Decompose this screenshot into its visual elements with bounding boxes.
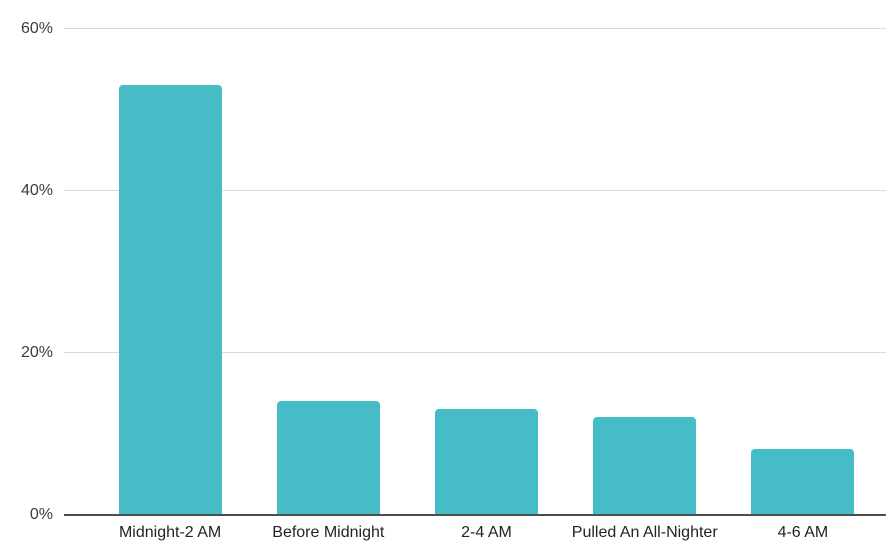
bar-slot	[566, 28, 724, 514]
x-axis-labels: Midnight-2 AM Before Midnight 2-4 AM Pulled…	[91, 523, 882, 543]
gridline-60%	[64, 28, 886, 29]
x-category-label: 2-4 AM	[461, 524, 512, 541]
gridline-40%	[64, 190, 886, 191]
bar-Midnight-2 AM	[118, 84, 222, 514]
x-category-label: Pulled An All-Nighter	[571, 524, 718, 541]
bar-slot	[91, 28, 249, 514]
bar-Before Midnight	[276, 400, 380, 514]
bar-Pulled An All-Nighter	[593, 416, 697, 514]
bar-slot	[407, 28, 565, 514]
bar-slot	[724, 28, 882, 514]
y-tick-label: 40%	[20, 182, 53, 199]
x-category-label: 4-6 AM	[777, 524, 829, 541]
bar-slot	[249, 28, 407, 514]
x-axis-baseline	[64, 514, 886, 516]
x-category-label: Before Midnight	[272, 524, 385, 541]
y-tick-label: 20%	[20, 344, 53, 361]
bars-layer	[91, 28, 882, 514]
bar-2-4 AM	[435, 408, 538, 514]
y-tick-label: 0%	[29, 506, 53, 523]
y-tick-label: 60%	[20, 20, 53, 37]
gridline-20%	[64, 352, 886, 353]
x-category-label: Midnight-2 AM	[118, 524, 222, 541]
bar-4-6 AM	[751, 449, 855, 514]
